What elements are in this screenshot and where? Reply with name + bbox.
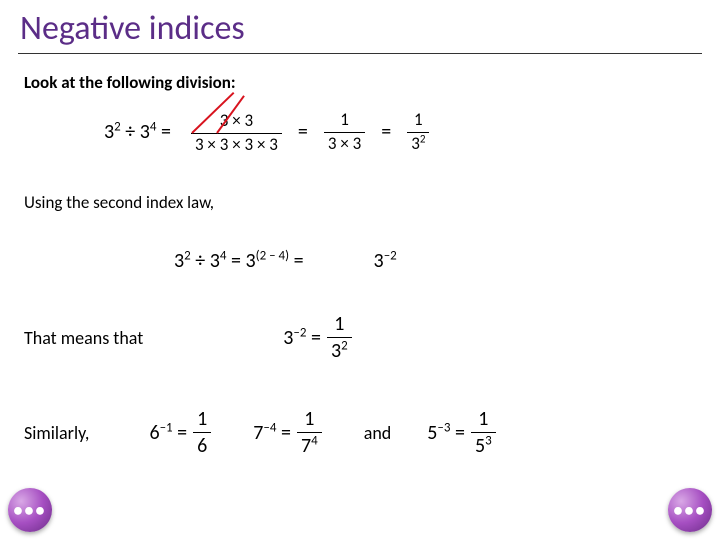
t: = xyxy=(307,326,321,350)
t: 2 xyxy=(114,120,121,135)
content-body: Look at the following division: 32 ÷ 34 … xyxy=(0,54,720,457)
frac-2: 1 3 × 3 xyxy=(324,111,365,153)
equation-row-3: That means that 3–2 = 1 32 xyxy=(24,313,696,362)
chunk-a: 6–1 = 1 6 xyxy=(149,408,217,457)
t: 3 × 3 × 3 × 3 xyxy=(191,136,282,155)
eq-2: = xyxy=(381,120,391,144)
t: 7–4 = xyxy=(253,421,291,445)
t: –1 xyxy=(160,420,173,435)
t: 6–1 = xyxy=(149,421,187,445)
t: 7 xyxy=(301,434,311,458)
t: 1 xyxy=(300,408,318,430)
t: 6 xyxy=(193,435,211,457)
and-label: and xyxy=(364,422,392,444)
t: 1 xyxy=(330,313,348,335)
t: = xyxy=(289,249,303,273)
t: = xyxy=(450,421,464,445)
t: 6 xyxy=(149,421,159,445)
t: 53 xyxy=(471,435,496,457)
t: –2 xyxy=(293,325,306,340)
equation-row-2: 32 ÷ 34 = 3(2 – 4) = 3–2 xyxy=(174,249,696,273)
frac-a: 1 6 xyxy=(193,408,211,457)
t: ÷ xyxy=(121,120,140,144)
t: 3 xyxy=(140,120,150,144)
frac-r3: 1 32 xyxy=(327,313,352,362)
t: 5–3 = xyxy=(427,421,465,445)
next-button[interactable]: ••• xyxy=(668,488,712,532)
that-means-label: That means that xyxy=(24,327,143,349)
t: = xyxy=(156,120,170,144)
frac-b: 1 74 xyxy=(297,408,322,457)
t: –2 xyxy=(384,249,397,264)
t: 7 xyxy=(253,421,263,445)
equation-row-4: Similarly, 6–1 = 1 6 7–4 = 1 74 and 5–3 … xyxy=(24,408,696,457)
t: 1 xyxy=(474,408,492,430)
dots-icon: ••• xyxy=(674,499,707,521)
t: 74 xyxy=(297,435,322,457)
t: 3 xyxy=(283,326,293,350)
frac-3: 1 32 xyxy=(407,111,429,153)
t: 32 ÷ 34 = 3(2 – 4) = xyxy=(174,249,304,273)
t: 3 xyxy=(174,249,184,273)
t: 3 × 3 xyxy=(324,135,365,154)
t: = xyxy=(277,421,291,445)
t: 3–2 = xyxy=(283,326,321,350)
t: 2 xyxy=(184,249,191,264)
eq-1: = xyxy=(298,120,308,144)
t: = xyxy=(226,249,245,273)
t: 1 xyxy=(336,111,353,130)
second-law-text: Using the second index law, xyxy=(24,192,696,213)
t: 3 xyxy=(331,339,341,363)
lhs-1: 32 ÷ 34 = xyxy=(104,120,171,144)
similarly-label: Similarly, xyxy=(24,422,89,444)
t: 32 xyxy=(407,135,429,154)
t: 4 xyxy=(311,434,318,449)
t: 3 xyxy=(246,249,256,273)
page-title: Negative indices xyxy=(0,0,720,49)
t: 2 xyxy=(420,131,426,145)
t: 3 xyxy=(485,434,492,449)
t: ÷ xyxy=(191,249,210,273)
t: 1 xyxy=(410,111,427,130)
t: 2 xyxy=(341,339,348,354)
t: 1 xyxy=(193,408,211,430)
t: 32 xyxy=(327,340,352,362)
dots-icon: ••• xyxy=(14,499,47,521)
t: 3 xyxy=(411,133,420,154)
t: (2 – 4) xyxy=(256,249,289,264)
frac-c: 1 53 xyxy=(471,408,496,457)
t: 3 xyxy=(104,120,114,144)
t: 3 xyxy=(210,249,220,273)
chunk-b: 7–4 = 1 74 xyxy=(253,408,327,457)
cancelled-fraction: 3 × 3 3 × 3 × 3 × 3 xyxy=(185,110,288,154)
t: 3 xyxy=(374,249,384,273)
t: –3 xyxy=(437,420,450,435)
t: 3–2 xyxy=(374,249,397,273)
t: 5 xyxy=(475,434,485,458)
intro-text: Look at the following division: xyxy=(24,72,696,93)
chunk-c: 5–3 = 1 53 xyxy=(427,408,501,457)
t: = xyxy=(173,421,187,445)
t: –4 xyxy=(263,420,276,435)
t: 5 xyxy=(427,421,437,445)
equation-row-1: 32 ÷ 34 = 3 × 3 3 × 3 × 3 × 3 = 1 3 × 3 … xyxy=(24,110,696,154)
prev-button[interactable]: ••• xyxy=(8,488,52,532)
